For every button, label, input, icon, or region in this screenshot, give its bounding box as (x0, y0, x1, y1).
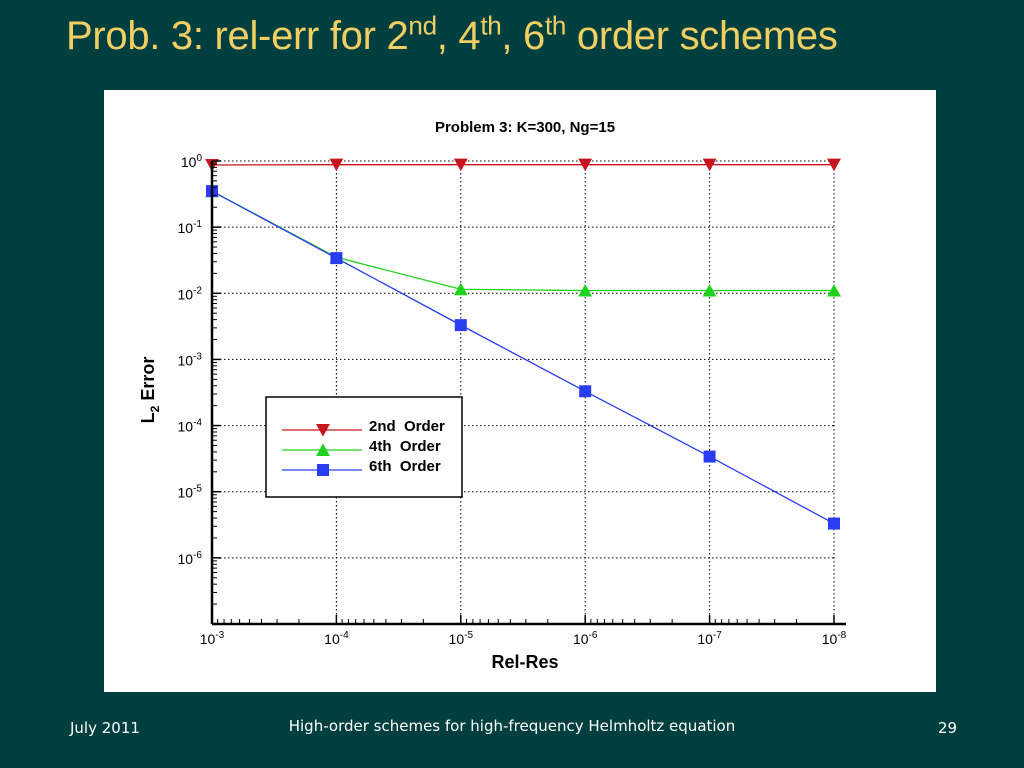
y-tick-label-exponent: 0 (196, 153, 202, 164)
y-tick-label-base: 10 (181, 154, 197, 170)
y-tick-label: 10-4 (178, 418, 203, 435)
y-tick-label: 10-6 (178, 550, 203, 567)
x-tick-label-exponent: -5 (464, 630, 473, 641)
legend-label: 2nd Order (369, 418, 445, 435)
legend-items: 2nd Order 4th Order 6th Order (282, 418, 445, 476)
y-tick-label-exponent: -5 (193, 484, 202, 495)
x-tick-label-base: 10 (697, 631, 713, 647)
chart-legend: 2nd Order 4th Order 6th Order (265, 396, 463, 498)
data-point-series-3 (828, 517, 840, 530)
x-tick-label-exponent: -4 (340, 630, 349, 641)
chart-title: Problem 3: K=300, Ng=15 (435, 119, 615, 136)
x-tick-label-exponent: -8 (837, 630, 846, 641)
x-axis-label: Rel-Res (491, 652, 558, 672)
y-tick-label: 10-1 (178, 219, 203, 236)
x-tick-label-base: 10 (822, 631, 838, 647)
data-point-series-1 (578, 158, 593, 172)
chart-svg: Problem 3: K=300, Ng=15 10010-110-210-31… (138, 119, 847, 672)
x-tick-label: 10-8 (822, 630, 847, 647)
y-tick-label-base: 10 (178, 551, 194, 567)
footer-date: July 2011 (70, 719, 140, 737)
footer-page-number: 29 (938, 719, 958, 737)
x-tick-label: 10-7 (697, 630, 722, 647)
legend-marker (316, 443, 330, 456)
x-tick-label-base: 10 (200, 631, 216, 647)
y-tick-label-base: 10 (178, 352, 194, 368)
data-point-series-1 (453, 158, 468, 172)
y-tick-label-exponent: -6 (193, 550, 202, 561)
y-axis-label-rest: Error (138, 357, 158, 406)
legend-box (265, 396, 463, 498)
x-tick-label-base: 10 (449, 631, 465, 647)
series-line-3 (211, 190, 835, 525)
y-axis-label: L2 Error (138, 357, 162, 424)
y-tick-label-exponent: -3 (193, 351, 202, 362)
y-tick-label: 100 (181, 153, 203, 170)
y-tick-label: 10-2 (178, 285, 203, 302)
title-text: Prob. 3: rel-err for 2 (66, 14, 409, 58)
y-tick-label: 10-3 (178, 351, 203, 368)
legend-marker (316, 424, 330, 437)
x-tick-label: 10-3 (200, 630, 225, 647)
chart-figure: Problem 3: K=300, Ng=15 100 10-1 10-2 10-3 1… (104, 90, 936, 692)
title-superscript: th (544, 10, 567, 41)
data-point-series-3 (454, 319, 467, 332)
slide-title: Prob. 3: rel-err for 2nd, 4th, 6th order… (66, 10, 838, 59)
data-point-series-1 (827, 158, 841, 172)
title-text: , 6 (501, 14, 545, 58)
footer-presentation-title: High-order schemes for high-frequency He… (288, 717, 736, 735)
x-tick-label-base: 10 (324, 631, 340, 647)
y-tick-label-exponent: -1 (193, 219, 202, 230)
legend-marker (317, 464, 329, 476)
y-tick-label-base: 10 (178, 220, 194, 236)
y-tick-label-base: 10 (178, 286, 194, 302)
x-tick-label-base: 10 (573, 631, 589, 647)
y-tick-label: 10-5 (178, 484, 203, 501)
y-tick-label-exponent: -4 (193, 418, 202, 429)
series-layer (205, 158, 841, 530)
legend-label: 4th Order (369, 438, 441, 455)
y-tick-label-base: 10 (178, 485, 194, 501)
data-point-series-2 (702, 283, 717, 297)
data-point-series-3 (330, 252, 343, 265)
data-point-series-3 (703, 450, 716, 463)
data-point-series-3 (579, 385, 592, 398)
data-point-series-2 (827, 283, 841, 297)
y-tick-label-base: 10 (178, 419, 194, 435)
x-tick-label-exponent: -3 (215, 630, 224, 641)
y-axis-label-subscript: 2 (148, 405, 162, 412)
y-tick-label-exponent: -2 (193, 285, 202, 296)
data-point-series-1 (329, 158, 344, 172)
x-tick-label: 10-6 (573, 630, 598, 647)
data-point-series-2 (453, 282, 468, 296)
title-superscript: th (480, 10, 502, 41)
x-tick-label: 10-4 (324, 630, 349, 647)
data-point-series-2 (578, 283, 593, 297)
title-superscript: nd (408, 10, 437, 41)
data-point-series-1 (702, 158, 717, 172)
title-text: , 4 (436, 14, 481, 58)
x-tick-label-exponent: -6 (589, 630, 598, 641)
legend-label: 6th Order (369, 458, 441, 475)
x-tick-label: 10-5 (449, 630, 474, 647)
grid-layer (212, 160, 835, 624)
y-axis-label-main: L (138, 412, 158, 423)
x-tick-label-exponent: -7 (713, 630, 722, 641)
title-text: order schemes (566, 14, 838, 58)
